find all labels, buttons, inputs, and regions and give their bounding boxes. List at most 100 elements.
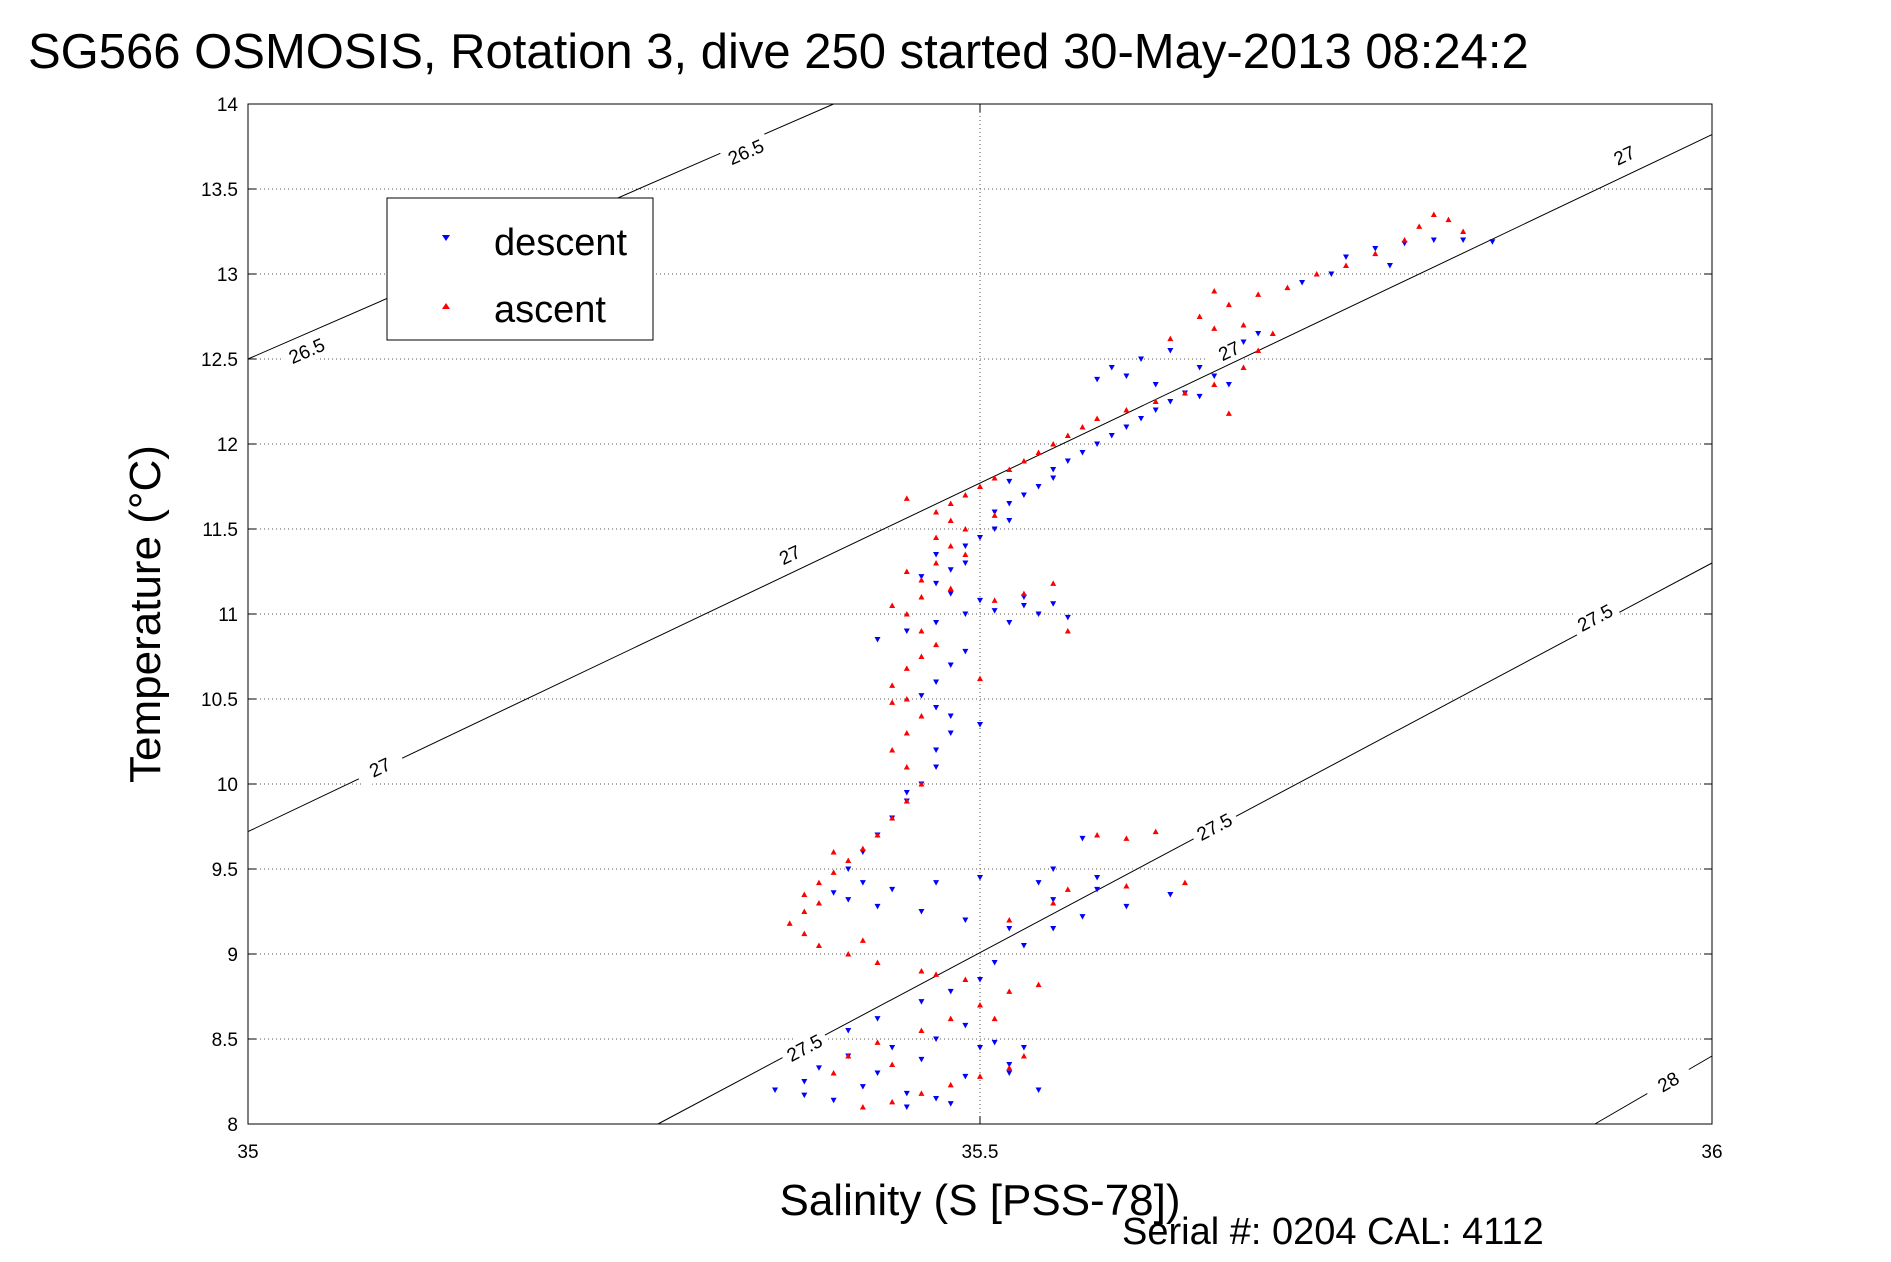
descent-point [1020,1045,1027,1051]
ascent-point [801,908,808,914]
ascent-point [918,1027,925,1033]
isopycnal-label-bg [1597,133,1651,177]
descent-point [1064,614,1071,621]
descent-point [977,535,983,541]
ascent-point [1211,325,1218,331]
descent-point [874,637,881,643]
descent-point [830,890,837,896]
descent-point [918,1056,925,1063]
ascent-point [801,930,808,937]
ascent-point [1430,211,1437,217]
ascent-point [1240,364,1247,370]
ascent-point [1211,381,1218,387]
descent-point [1489,239,1496,245]
ascent-point [1181,879,1188,886]
ascent-point [1225,410,1232,416]
ascent-point [977,1002,983,1008]
isopycnal-line [247,134,1713,833]
descent-point [1050,897,1057,903]
ascent-series [786,211,1467,1110]
ascent-point [918,968,925,974]
ascent-point [947,585,954,591]
ascent-point [1445,216,1452,223]
descent-point [1079,835,1086,842]
isopycnal-label-bg [279,329,334,372]
ascent-point [947,517,954,523]
y-tick-label: 12.5 [201,350,238,371]
descent-point [947,591,954,597]
ascent-point [1343,262,1349,268]
descent-point [1006,518,1013,524]
ascent-point [918,653,925,659]
descent-point [859,880,866,886]
ascent-point [962,492,969,498]
ascent-point [1240,322,1247,328]
ascent-point [1313,271,1320,277]
descent-point [1020,492,1027,498]
descent-point [1108,433,1115,439]
ascent-point [815,879,822,886]
descent-point [991,608,998,614]
descent-point [1079,914,1086,920]
ascent-point [1064,432,1071,438]
isopycnal-label-bg [718,131,773,173]
y-tick-label: 8 [227,1115,238,1136]
descent-point [947,567,954,573]
ascent-point [903,665,910,671]
descent-point [1006,1070,1013,1076]
descent-point [1079,450,1086,456]
descent-point [1006,1062,1013,1068]
ascent-point [1050,441,1057,447]
ascent-point [1035,449,1042,455]
ascent-point [1372,250,1379,257]
ascent-point [845,1053,852,1059]
descent-point [1255,331,1262,337]
y-axis-label: Temperature (°C) [121,445,170,783]
descent-point [1006,501,1013,507]
ascent-point [786,920,793,926]
y-tick-label: 14 [217,95,239,116]
y-tick-label: 10.5 [201,690,238,711]
descent-point [903,1104,910,1110]
descent-point [1167,399,1174,405]
descent-point [991,509,998,515]
descent-point [1167,348,1174,354]
ascent-point [977,483,983,489]
legend: descent ascent [386,197,654,341]
descent-point [1094,875,1101,881]
ascent-point [933,971,940,977]
x-tick-label: 35.5 [962,1142,999,1163]
ascent-point [801,891,808,897]
ascent-point [933,641,940,648]
y-tick-label: 11.5 [202,520,238,541]
ascent-point [874,832,881,838]
ascent-point [830,849,837,855]
descent-point [933,1096,940,1102]
isopycnal-label-bg [1641,1059,1695,1104]
descent-point [1123,373,1130,379]
y-tick-label: 11 [218,605,238,626]
descent-point [1035,611,1042,617]
ascent-point [1094,832,1101,838]
isopycnal-label-bg [1568,595,1622,640]
ascent-point [991,1015,998,1022]
legend-ascent-label: ascent [494,289,606,331]
ascent-point [903,798,910,804]
descent-point [962,917,969,923]
ascent-point [1211,288,1218,294]
ascent-point [962,551,969,557]
ascent-point [830,869,837,875]
descent-point [947,988,954,995]
descent-point [962,543,969,549]
descent-point [1138,356,1145,362]
ascent-point [903,764,910,770]
descent-point [1094,376,1101,383]
descent-point [903,790,910,796]
ascent-point [889,602,896,608]
descent-point [977,722,983,728]
ascent-point [889,699,896,705]
descent-point [1386,263,1393,269]
descent-point [933,1036,940,1042]
isopycnal-label-bg [1187,804,1242,849]
descent-point [1240,339,1247,345]
